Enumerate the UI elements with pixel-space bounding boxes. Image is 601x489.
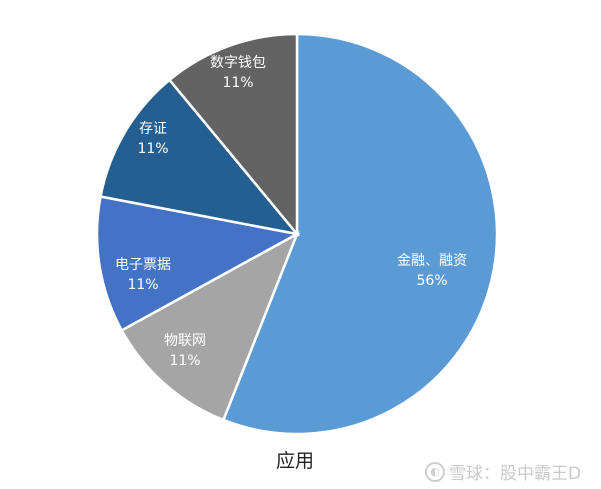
pie-slice — [221, 32, 499, 436]
slice-label: 金融、融资 — [397, 253, 467, 269]
pie-slice — [99, 78, 301, 236]
slice-percent: 56% — [416, 273, 447, 289]
watermark-text: 雪球：股中霸王D — [449, 464, 582, 484]
pie-slice — [120, 231, 300, 422]
slice-percent: 11% — [137, 141, 168, 157]
slice-percent: 11% — [127, 277, 158, 293]
slice-percent: 11% — [169, 353, 200, 369]
slice-label: 物联网 — [164, 333, 206, 349]
slice-label: 存证 — [139, 121, 167, 137]
slice-percent: 11% — [222, 75, 253, 91]
slice-label: 电子票据 — [115, 257, 171, 273]
pie-slice — [95, 195, 301, 333]
slice-label: 数字钱包 — [210, 55, 266, 71]
pie-chart: 金融、融资 56% 物联网 11% 电子票据 11% 存证 11% 数字钱包 11% — [95, 32, 499, 436]
pie-slice — [167, 32, 299, 238]
snowball-logo-icon: ◐ — [425, 461, 445, 482]
watermark: ◐ 雪球：股中霸王D — [425, 459, 581, 484]
chart-caption: 应用 — [276, 450, 315, 472]
